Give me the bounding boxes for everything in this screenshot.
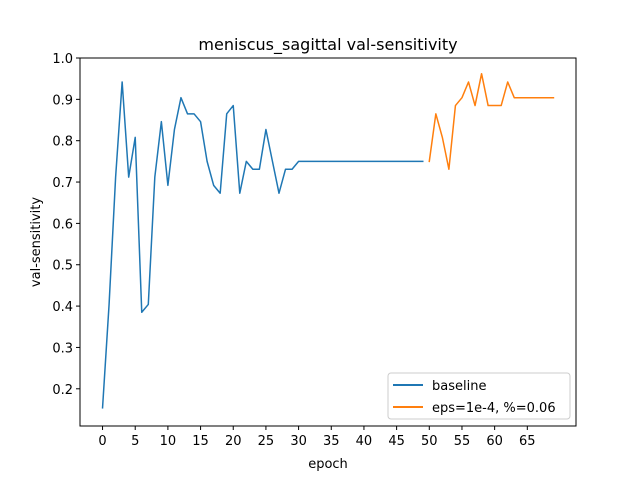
x-tick-label: 15 [192,434,209,449]
series-line-0 [101,81,424,409]
series-lines [101,72,555,409]
x-tick-label: 25 [258,434,275,449]
series-line-1 [428,72,555,170]
x-tick-label: 0 [98,434,106,449]
chart-title: meniscus_sagittal val-sensitivity [198,35,457,55]
y-tick-label: 0.3 [52,341,73,356]
y-tick-label: 0.2 [52,383,73,398]
y-tick-label: 0.7 [52,176,73,191]
legend-box [387,372,571,420]
x-tick-label: 35 [323,434,340,449]
y-tick-label: 0.6 [52,217,73,232]
legend-label-baseline: baseline [432,379,486,394]
y-tick-label: 0.8 [52,135,73,150]
y-tick-label: 0.4 [52,300,73,315]
x-tick-label: 60 [486,434,503,449]
x-tick-label: 50 [421,434,438,449]
y-tick-label: 0.9 [52,93,73,108]
y-tick-label: 0.5 [52,259,73,274]
plot-area: 0 5 10 15 20 25 30 35 40 45 50 55 60 65 0.20.30.40.50… [52,52,577,449]
x-tick-label: 40 [356,434,373,449]
x-tick-label: 10 [160,434,177,449]
x-axis-ticks: 0 5 10 15 20 25 30 35 40 45 50 55 60 65 [98,426,536,449]
legend-label-eps: eps=1e-4, %=0.06 [432,401,556,416]
x-tick-label: 5 [131,434,139,449]
x-tick-label: 20 [225,434,242,449]
x-tick-label: 30 [290,434,307,449]
x-tick-label: 55 [454,434,471,449]
y-axis-label: val-sensitivity [29,197,44,287]
legend: baseline eps=1e-4, %=0.06 [387,372,571,420]
y-axis-ticks: 0.2 0.3 0.4 0.5 0.6 0.7 0.8 0.9 1.0 [52,52,80,398]
x-tick-label: 45 [388,434,405,449]
y-tick-label: 1.0 [52,52,73,67]
plot-frame [79,57,577,427]
x-tick-label: 65 [519,434,536,449]
x-axis-label: epoch [308,457,348,472]
